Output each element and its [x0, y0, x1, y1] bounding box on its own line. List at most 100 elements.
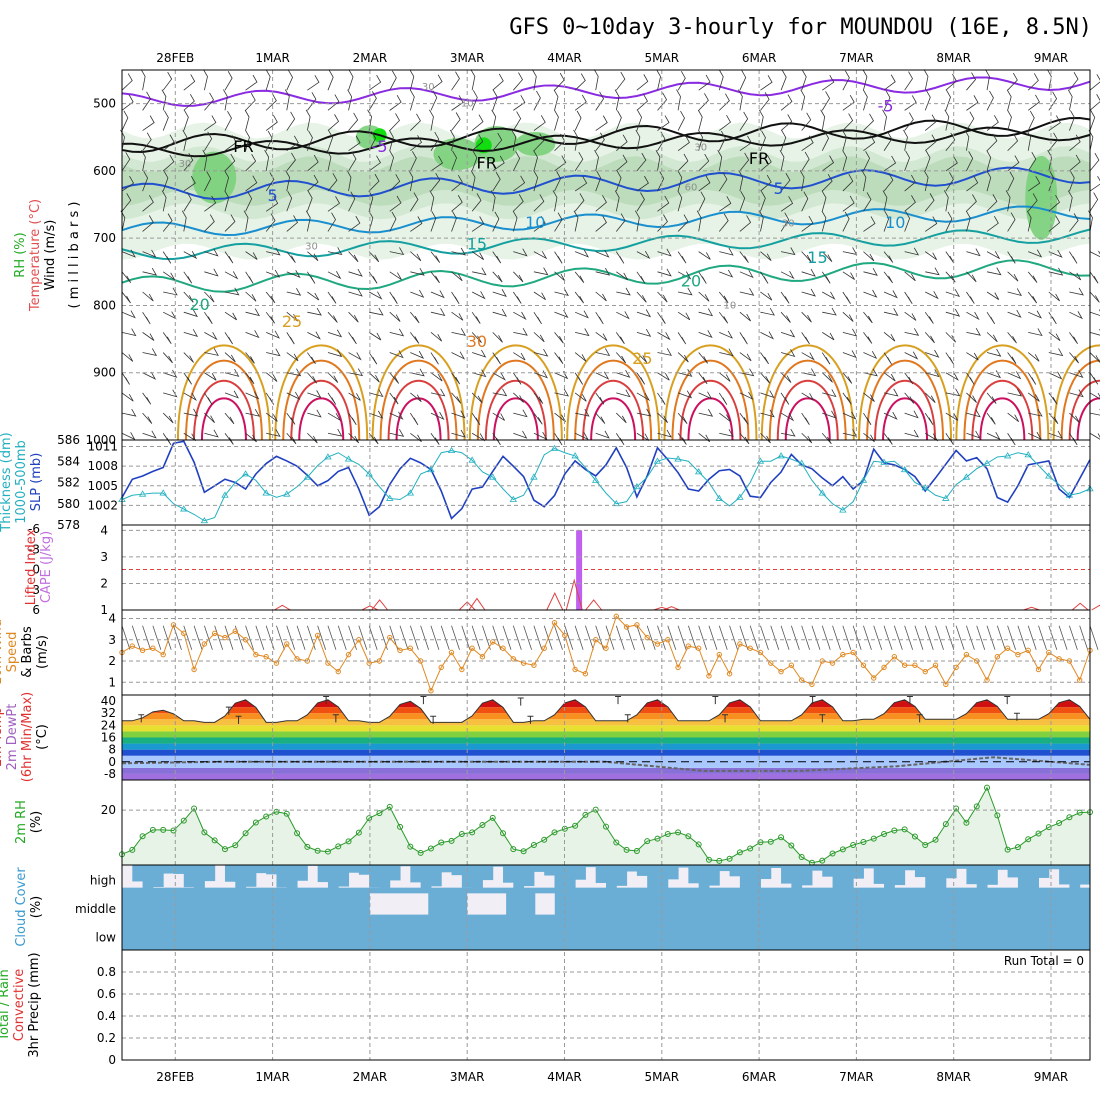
- axis-label: Speed: [5, 632, 20, 673]
- wind-barb: [822, 307, 837, 316]
- wind-barb: [677, 390, 693, 399]
- wind-barb: [760, 352, 769, 365]
- rh-point: [644, 838, 651, 845]
- panel-labels: 28FEB 28FEB 1MAR 1MAR 2MAR 2MAR 3MAR 3MAR 4MAR 4M…: [0, 51, 1084, 1084]
- wind-barb: [883, 155, 897, 172]
- cloud-middle-gap: [467, 893, 507, 915]
- wind-barb: [513, 327, 528, 336]
- temp-min-marker: [819, 714, 826, 723]
- cloud-high-bar: [358, 865, 370, 875]
- wind-barb: [162, 154, 175, 172]
- wind-barb: [574, 291, 585, 304]
- cloud-high-bar: [564, 865, 576, 890]
- wind-barb: [574, 432, 589, 441]
- wind-barb: [121, 432, 136, 441]
- wind-speed-point: [479, 654, 486, 660]
- wind-barb: [842, 70, 850, 91]
- wind-barb: [533, 392, 544, 404]
- surface-wind-barb: [306, 625, 316, 650]
- contour-label: -5: [372, 137, 388, 156]
- wind-barb: [327, 329, 343, 338]
- wind-barb: [183, 152, 194, 172]
- wind-barb: [636, 74, 649, 91]
- wind-speed-point: [901, 662, 908, 668]
- wind-barb: [574, 73, 586, 91]
- thickness-point: [777, 452, 785, 459]
- wind-barb: [1026, 129, 1032, 151]
- wind-barb: [822, 389, 837, 398]
- wind-speed-point: [623, 624, 630, 630]
- wind-barb: [780, 291, 790, 304]
- wind-barb: [1089, 110, 1096, 131]
- surface-wind-barb: [142, 625, 151, 650]
- wind-barb: [161, 89, 167, 111]
- cloud-high-bar: [132, 865, 144, 882]
- li-point: [274, 604, 291, 611]
- cloud-high-bar: [894, 865, 906, 886]
- wind-barb: [739, 270, 754, 279]
- wind-barb: [326, 150, 332, 171]
- wind-barb: [245, 391, 260, 400]
- surface-wind-barb: [698, 625, 708, 650]
- cloud-high-bar: [904, 865, 916, 871]
- cloud-high-bar: [276, 865, 288, 888]
- contour-label: 10: [525, 213, 545, 232]
- wind-barb: [142, 332, 155, 341]
- wind-speed-point: [232, 628, 238, 634]
- wind-barb: [1048, 430, 1063, 439]
- wind-barb: [1027, 193, 1038, 212]
- wind-barb: [986, 291, 1000, 300]
- rh-point: [283, 810, 290, 817]
- wind-barb: [677, 412, 688, 425]
- cloud-high-bar: [513, 865, 525, 891]
- wind-barb: [1089, 192, 1099, 212]
- wind-barb: [801, 368, 817, 377]
- temp-band: [122, 699, 1090, 702]
- wind-speed-point: [768, 660, 774, 666]
- rh-point: [355, 829, 362, 836]
- rh-point: [932, 836, 939, 843]
- surface-wind-barb: [245, 625, 254, 650]
- diurnal-isotherm-arch: [582, 380, 645, 441]
- wind-barb: [636, 271, 646, 284]
- surface-wind-barb: [131, 625, 141, 650]
- wind-barb: [863, 289, 878, 298]
- wind-barb: [513, 352, 526, 361]
- wind-barb: [801, 352, 815, 361]
- wind-barb: [842, 372, 853, 384]
- pressure-tick-label: 500: [93, 97, 116, 111]
- wind-barb: [965, 210, 971, 232]
- diurnal-isotherm-arch: [371, 344, 466, 441]
- wind-barb: [142, 392, 152, 405]
- rh-point: [1056, 820, 1063, 827]
- cloud-high-bar: [286, 865, 298, 890]
- wind-barb: [1007, 212, 1016, 232]
- wind-barb: [161, 190, 167, 212]
- wind-barb: [183, 74, 196, 91]
- wind-barb: [389, 311, 401, 322]
- temp-max-marker: [712, 696, 719, 705]
- rh-point: [705, 856, 712, 863]
- rh-point: [160, 826, 167, 833]
- surface-wind-barb: [986, 625, 996, 650]
- rh-point: [675, 829, 682, 836]
- wind-speed-point: [314, 632, 321, 639]
- axis-label: Temperature (°C): [28, 199, 43, 312]
- wind-barb: [471, 134, 484, 152]
- wind-barb: [719, 330, 734, 339]
- wind-barb: [245, 291, 257, 302]
- thickness-tick-label: 582: [57, 476, 80, 490]
- wind-speed-point: [139, 647, 146, 654]
- wind-barb: [513, 311, 527, 321]
- wind-speed-point: [860, 662, 867, 668]
- wind-barb: [614, 89, 620, 111]
- surface-wind-barb: [852, 625, 862, 650]
- rh-point: [685, 833, 692, 840]
- cloud-middle-gap: [369, 893, 429, 915]
- thickness-point: [653, 457, 662, 464]
- wind-barb: [286, 391, 301, 400]
- surface-wind-barb: [162, 625, 172, 650]
- surface-wind-barb: [790, 625, 800, 650]
- wind-speed-point: [891, 654, 898, 660]
- surface-wind-barb: [739, 625, 749, 650]
